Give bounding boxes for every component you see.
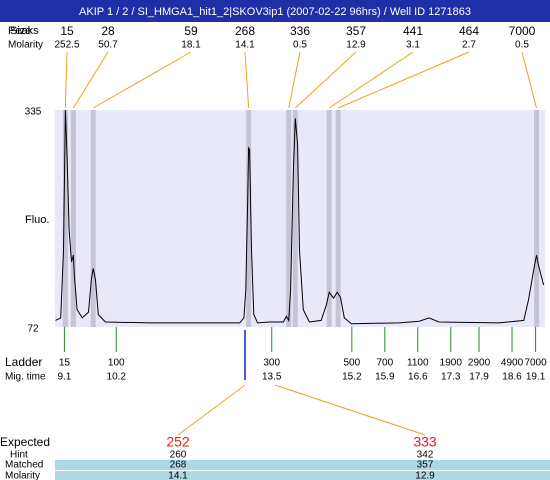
peak-band (292, 110, 298, 327)
peak-size: 464 (459, 24, 479, 38)
peak-molarity: 3.1 (406, 40, 420, 51)
hint-label: Hint (10, 450, 28, 461)
peak-link (328, 51, 414, 109)
peak-molarity: 252.5 (54, 40, 79, 51)
peak-band (90, 110, 96, 327)
peak-link (64, 51, 68, 109)
ladder-size: 1100 (407, 358, 429, 369)
ladder-size: 2900 (468, 358, 491, 369)
ladder-time: 15.9 (375, 372, 395, 383)
expected-link (177, 384, 246, 436)
ladder-size: 1900 (440, 358, 463, 369)
peaks-label: Peaks (8, 25, 39, 37)
expected-value: 252 (166, 434, 190, 450)
size-label: Size (10, 25, 31, 37)
ladder-time: 16.6 (408, 372, 428, 383)
peak-size: 441 (403, 24, 423, 38)
y-axis-label: Fluo. (25, 214, 49, 226)
peak-band (246, 110, 252, 327)
peak-molarity: 2.7 (462, 40, 476, 51)
peak-size: 15 (60, 24, 74, 38)
peak-size: 357 (346, 24, 366, 38)
matched-label: Matched (5, 460, 43, 471)
ladder-label: Ladder (5, 355, 42, 369)
y-tick-label: 335 (25, 107, 42, 118)
peak-band (335, 110, 341, 327)
molarity-value: 12.9 (415, 471, 435, 480)
peak-size: 59 (184, 24, 198, 38)
hint-value: 342 (417, 450, 434, 461)
title-bar (0, 0, 550, 22)
mig-time-label: Mig. time (5, 372, 46, 383)
peak-band (286, 110, 292, 327)
molarity-label: Molarity (8, 40, 43, 51)
ladder-time: 17.3 (441, 372, 461, 383)
expected-value: 333 (413, 434, 437, 450)
ladder-time: 10.2 (107, 372, 127, 383)
ladder-time: 15.2 (342, 372, 362, 383)
matched-value: 357 (417, 460, 434, 471)
ladder-time: 17.9 (469, 372, 489, 383)
peak-molarity: 18.1 (181, 40, 201, 51)
peak-size: 28 (101, 24, 115, 38)
peak-link (521, 51, 538, 109)
ladder-size: 15 (59, 358, 71, 369)
peak-link (337, 51, 470, 109)
ladder-time: 18.6 (502, 372, 522, 383)
plot-area (55, 110, 545, 327)
ladder-size: 7000 (524, 358, 547, 369)
peak-link (294, 51, 357, 109)
matched-row (55, 460, 550, 470)
peak-molarity: 0.5 (515, 40, 529, 51)
peak-link (244, 51, 250, 109)
ladder-time: 19.1 (526, 372, 546, 383)
peak-size: 268 (235, 24, 255, 38)
peak-band (326, 110, 332, 327)
ladder-time: 13.5 (262, 372, 282, 383)
title: AKIP 1 / 2 / SI_HMGA1_hit1_2|SKOV3ip1 (2… (79, 6, 471, 18)
trace (55, 109, 545, 325)
molarity-value: 14.1 (168, 471, 188, 480)
expected-link (274, 384, 426, 436)
peak-link (288, 51, 301, 109)
ladder-time: 9.1 (57, 372, 71, 383)
peak-link (92, 51, 192, 109)
peak-link (72, 51, 109, 109)
ladder-size: 500 (343, 358, 360, 369)
expected-label: Expected (0, 435, 50, 449)
ladder-size: 300 (263, 358, 280, 369)
peak-band (534, 110, 540, 327)
matched-value: 268 (170, 460, 187, 471)
exp-molarity-label: Molarity (5, 471, 40, 480)
ladder-size: 4900 (501, 358, 524, 369)
peak-molarity: 12.9 (346, 40, 366, 51)
peak-size: 336 (290, 24, 310, 38)
hint-value: 260 (170, 450, 187, 461)
molarity-row (55, 471, 550, 480)
peak-molarity: 50.7 (98, 40, 118, 51)
ladder-size: 100 (108, 358, 125, 369)
peak-molarity: 14.1 (235, 40, 255, 51)
peak-molarity: 0.5 (293, 40, 307, 51)
peak-band (62, 110, 68, 327)
y-tick-label: 72 (27, 324, 39, 335)
ladder-size: 700 (376, 358, 393, 369)
peak-band (70, 110, 76, 327)
peak-size: 7000 (509, 24, 536, 38)
